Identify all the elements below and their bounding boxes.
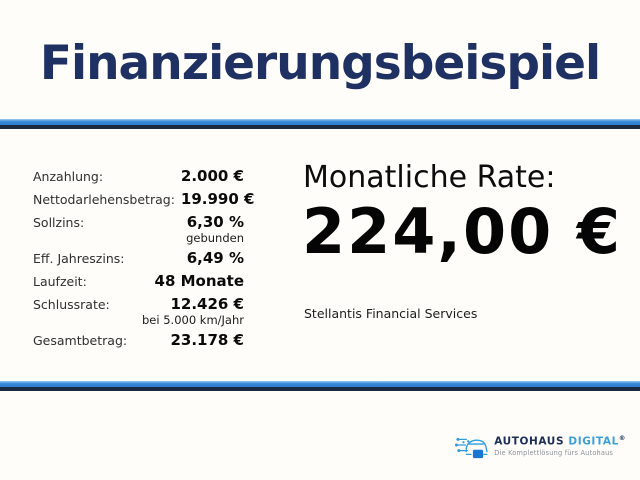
bottom-divider-blue-band: [0, 381, 640, 387]
bottom-divider: [0, 381, 640, 391]
car-circuit-icon: [455, 437, 488, 459]
finance-row-label: Eff. Jahreszins:: [33, 251, 125, 266]
finance-row-label: Sollzins:: [33, 215, 85, 230]
logo-wordmark: AUTOHAUS DIGITAL®: [494, 432, 626, 448]
finance-row-note: bei 5.000 km/Jahr: [142, 313, 244, 327]
finance-row-gesamtbetrag: Gesamtbetrag: 23.178 €: [33, 331, 244, 350]
finance-row-value: 23.178 €: [170, 331, 244, 349]
finance-row-nettodarlehensbetrag: Nettodarlehensbetrag: 19.990 €: [33, 190, 254, 209]
logo-tagline: Die Komplettlösung fürs Autohaus: [494, 448, 614, 457]
finance-row-value: 19.990 €: [180, 190, 255, 208]
registered-mark: ®: [618, 434, 626, 443]
finance-row-note: gebunden: [186, 231, 244, 245]
page-title: Finanzierungsbeispiel: [39, 36, 601, 91]
bottom-divider-navy-band: [0, 387, 640, 391]
top-divider-blue-band: [0, 119, 640, 125]
finance-row-value: 48 Monate: [154, 272, 244, 290]
finance-row-schlussrate: Schlussrate: 12.426 € bei 5.000 km/Jahr: [33, 295, 244, 327]
finance-row-label: Schlussrate:: [33, 297, 110, 312]
finance-row-eff-jahreszins: Eff. Jahreszins: 6,49 %: [33, 249, 244, 268]
finance-row-value: 6,30 %: [186, 213, 244, 231]
finance-row-value: 6,49 %: [186, 249, 244, 267]
finance-provider: Stellantis Financial Services: [304, 306, 478, 321]
autohaus-digital-logo: AUTOHAUS DIGITAL® Die Komplettlösung für…: [454, 430, 626, 460]
top-divider-navy-band: [0, 125, 640, 129]
logo-name-primary: AUTOHAUS: [494, 435, 565, 448]
finance-row-sollzins: Sollzins: 6,30 % gebunden: [33, 213, 244, 245]
finance-row-label: Laufzeit:: [33, 274, 87, 289]
finance-row-value: 2.000 €: [180, 167, 244, 185]
finance-row-label: Anzahlung:: [33, 169, 104, 184]
top-divider: [0, 119, 640, 129]
logo-name-secondary: DIGITAL: [568, 435, 619, 448]
monthly-rate-value: 224,00 €: [302, 195, 622, 268]
finance-table: Anzahlung: 2.000 € Nettodarlehensbetrag:…: [33, 167, 254, 354]
finance-row-value: 12.426 €: [170, 295, 244, 313]
monthly-rate-label: Monatliche Rate:: [303, 160, 556, 195]
finance-row-laufzeit: Laufzeit: 48 Monate: [33, 272, 244, 291]
finance-row-label: Gesamtbetrag:: [33, 333, 128, 348]
finance-row-anzahlung: Anzahlung: 2.000 €: [33, 167, 244, 186]
finance-row-label: Nettodarlehensbetrag:: [33, 192, 175, 207]
